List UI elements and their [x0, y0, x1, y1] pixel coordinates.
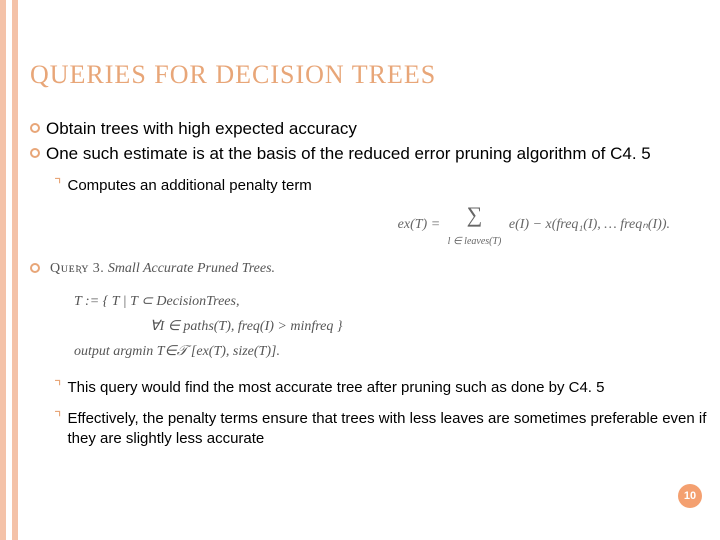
sub-bullet-icon: ⌝	[54, 175, 62, 197]
bullet-icon	[30, 263, 40, 273]
left-accent-bar-gap	[6, 0, 12, 540]
bullet-2-text: One such estimate is at the basis of the…	[46, 143, 651, 166]
query-title-text: Small Accurate Pruned Trees.	[108, 261, 275, 276]
formula-sum-range: l ∈ leaves(T)	[448, 236, 502, 247]
left-accent-bar	[0, 0, 18, 540]
formula-ex: ex(T) = ∑ l ∈ leaves(T) e(I) − x(freq₁(I…	[54, 202, 710, 247]
sub-bullet-1: ⌝ Computes an additional penalty term	[54, 176, 710, 197]
bullet-3: Qᴜᴇʀʏ 3. Small Accurate Pruned Trees.	[30, 258, 710, 279]
sub-bullet-3-text: Effectively, the penalty terms ensure th…	[68, 409, 711, 450]
page-number-badge: 10	[678, 484, 702, 508]
slide-title: QUERIES FOR DECISION TREES	[30, 60, 710, 90]
formula-lhs: ex(T) =	[398, 217, 441, 232]
page-number: 10	[684, 490, 696, 502]
query-math-1: T := { T | T ⊂ DecisionTrees,	[74, 289, 710, 314]
query-3: Qᴜᴇʀʏ 3. Small Accurate Pruned Trees.	[50, 258, 275, 279]
sub-bullet-icon: ⌝	[54, 377, 62, 399]
sub-bullet-3: ⌝ Effectively, the penalty terms ensure …	[54, 409, 710, 450]
sub-bullet-icon: ⌝	[54, 408, 62, 430]
sub-bullet-1-text: Computes an additional penalty term	[68, 176, 312, 196]
bullet-icon	[30, 148, 40, 158]
sigma-icon: ∑	[467, 202, 483, 228]
bullet-icon	[30, 123, 40, 133]
sub-bullet-2-text: This query would find the most accurate …	[68, 378, 605, 398]
slide-content: QUERIES FOR DECISION TREES Obtain trees …	[30, 0, 710, 455]
formula-rhs: e(I) − x(freq₁(I), … freqₙ(I)).	[509, 217, 670, 232]
query-label: Qᴜᴇʀʏ 3.	[50, 261, 104, 276]
bullet-1: Obtain trees with high expected accuracy	[30, 118, 710, 141]
sub-bullet-2: ⌝ This query would find the most accurat…	[54, 378, 710, 399]
bullet-1-text: Obtain trees with high expected accuracy	[46, 118, 357, 141]
bullet-2: One such estimate is at the basis of the…	[30, 143, 710, 166]
query-math-3: output argmin T∈𝒯 [ex(T), size(T)].	[74, 339, 710, 364]
query-math-2: ∀I ∈ paths(T), freq(I) > minfreq }	[150, 314, 710, 339]
